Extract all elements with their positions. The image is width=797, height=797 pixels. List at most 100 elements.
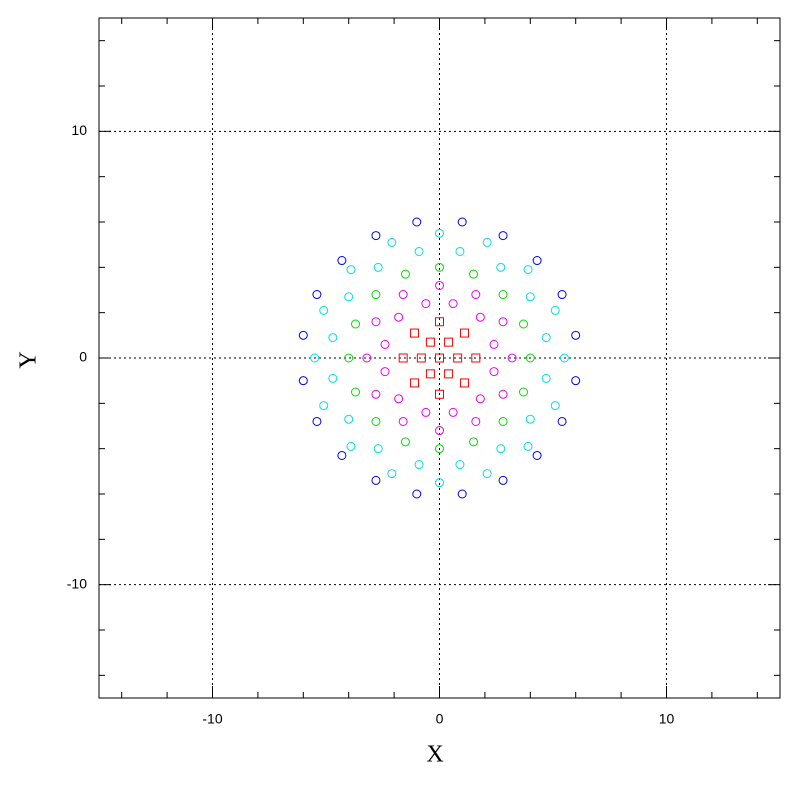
point <box>398 290 408 300</box>
point <box>435 478 444 488</box>
y-tick-label: 0 <box>79 349 87 365</box>
point <box>532 256 542 266</box>
point <box>410 328 420 338</box>
point <box>557 290 567 300</box>
point <box>435 317 444 327</box>
point <box>571 376 581 386</box>
point <box>410 378 420 388</box>
point <box>328 373 338 383</box>
point <box>400 269 410 279</box>
point <box>371 290 381 300</box>
point <box>312 416 322 426</box>
point <box>457 217 467 227</box>
point <box>344 292 354 302</box>
point <box>571 330 581 340</box>
point <box>518 319 528 329</box>
point <box>298 330 308 340</box>
point <box>559 353 569 363</box>
point <box>362 353 372 363</box>
y-tick-label: 10 <box>71 122 87 138</box>
point <box>525 414 535 424</box>
point <box>319 401 329 411</box>
point <box>532 450 542 460</box>
point <box>380 339 390 349</box>
point <box>312 290 322 300</box>
point <box>435 389 444 399</box>
point <box>344 353 354 363</box>
point <box>498 475 508 485</box>
point <box>459 378 469 388</box>
point <box>421 299 431 309</box>
point <box>496 444 506 454</box>
point <box>459 328 469 338</box>
point <box>425 337 435 347</box>
point <box>482 237 492 247</box>
point <box>346 265 356 275</box>
point <box>453 353 463 363</box>
point <box>344 414 354 424</box>
point <box>498 317 508 327</box>
point <box>394 312 404 322</box>
point <box>498 416 508 426</box>
point <box>371 317 381 327</box>
point <box>541 333 551 343</box>
point <box>328 333 338 343</box>
point <box>400 437 410 447</box>
point <box>541 373 551 383</box>
point <box>337 450 347 460</box>
y-axis-label: Y <box>16 351 42 368</box>
point <box>387 469 397 479</box>
point <box>457 489 467 499</box>
point <box>455 460 465 470</box>
point <box>394 394 404 404</box>
point <box>380 367 390 377</box>
point <box>523 441 533 451</box>
point <box>373 444 383 454</box>
point <box>482 469 492 479</box>
point <box>435 444 444 454</box>
point <box>435 262 444 272</box>
point <box>550 305 560 315</box>
point <box>471 416 481 426</box>
point <box>496 262 506 272</box>
point <box>448 407 458 417</box>
point <box>319 305 329 315</box>
point <box>435 426 444 436</box>
point <box>455 246 465 256</box>
point <box>471 290 481 300</box>
point <box>398 353 408 363</box>
point <box>435 353 444 363</box>
x-tick-label: 10 <box>659 711 675 727</box>
point <box>550 401 560 411</box>
point <box>444 337 454 347</box>
point <box>398 416 408 426</box>
x-tick-label: -10 <box>202 711 222 727</box>
point <box>518 387 528 397</box>
point <box>337 256 347 266</box>
point <box>471 353 481 363</box>
point <box>498 231 508 241</box>
point <box>525 292 535 302</box>
point <box>475 394 485 404</box>
point <box>346 441 356 451</box>
x-tick-label: 0 <box>436 711 444 727</box>
point <box>523 265 533 275</box>
point <box>489 367 499 377</box>
point <box>371 231 381 241</box>
point <box>298 376 308 386</box>
point <box>489 339 499 349</box>
point <box>373 262 383 272</box>
point <box>469 437 479 447</box>
point <box>371 416 381 426</box>
point <box>414 246 424 256</box>
point <box>525 353 535 363</box>
point <box>387 237 397 247</box>
point <box>435 228 444 238</box>
x-axis-label: X <box>426 742 443 768</box>
point <box>351 387 361 397</box>
point <box>310 353 320 363</box>
point <box>498 290 508 300</box>
point <box>469 269 479 279</box>
point <box>507 353 517 363</box>
